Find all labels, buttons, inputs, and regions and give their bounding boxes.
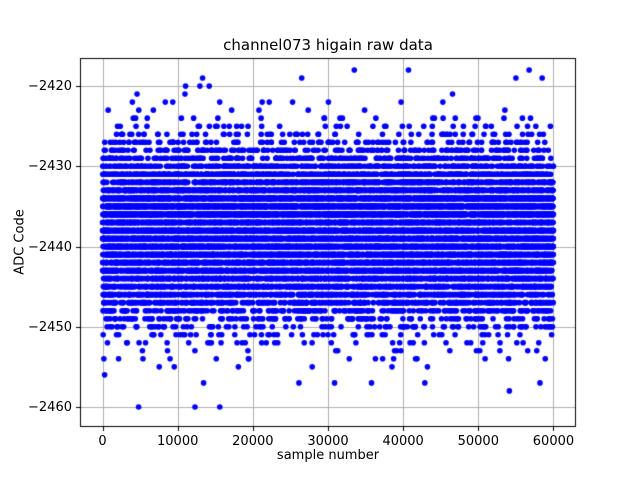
- x-tick-label: 40000: [382, 434, 424, 449]
- y-tick-label: −2450: [28, 319, 72, 335]
- x-tick-label: 0: [98, 434, 107, 449]
- y-tick-label: −2440: [28, 239, 72, 255]
- x-tick-label: 30000: [307, 434, 349, 449]
- x-tick-label: 50000: [457, 434, 499, 449]
- y-tick-label: −2420: [28, 79, 72, 95]
- x-axis-label: sample number: [276, 448, 380, 463]
- chart-title: channel073 higain raw data: [223, 36, 433, 54]
- y-tick-label: −2430: [28, 159, 72, 175]
- y-tick-label: −2460: [28, 399, 72, 415]
- y-axis-label: ADC Code: [12, 209, 28, 275]
- x-tick-label: 10000: [157, 434, 199, 449]
- x-tick-label: 20000: [232, 434, 274, 449]
- x-tick-label: 60000: [532, 434, 575, 449]
